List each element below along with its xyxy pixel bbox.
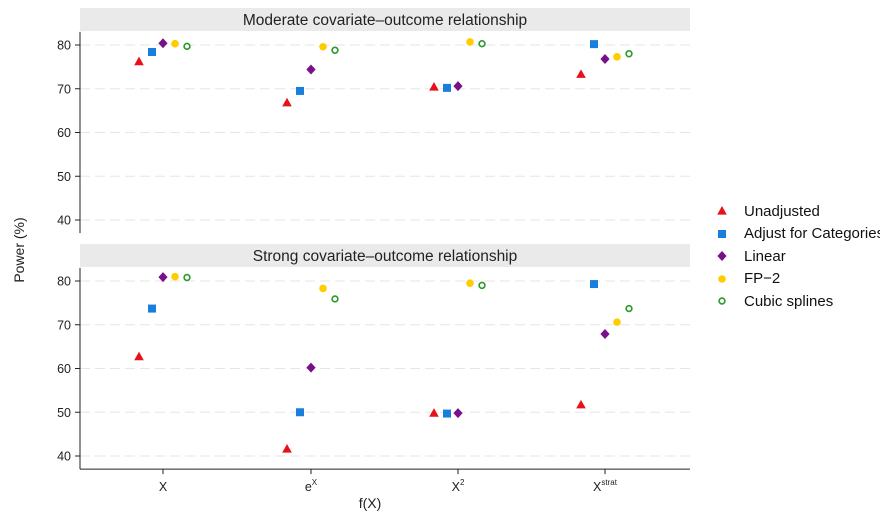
data-point [466, 38, 474, 46]
x-tick-label: eX [305, 478, 318, 494]
legend-item: FP−2 [716, 268, 880, 291]
legend-item: Unadjusted [716, 200, 880, 223]
legend-marker [718, 274, 726, 283]
x-axis-title: f(X) [359, 495, 382, 511]
data-point [613, 53, 621, 61]
legend-marker [718, 229, 726, 238]
legend-marker-shape [717, 206, 727, 215]
legend-label: Linear [744, 247, 786, 265]
data-point [306, 362, 316, 373]
panel-header [80, 244, 690, 267]
data-point [158, 38, 168, 49]
y-tick-label: 80 [57, 39, 71, 53]
legend-label: Adjust for Categories [744, 225, 880, 243]
panel-2: Strong covariate–outcome relationship 40 5… [57, 244, 690, 494]
panel-title: Strong covariate–outcome relationship [253, 248, 518, 265]
y-axis-title: Power (%) [11, 217, 27, 282]
y-tick-label: 70 [57, 318, 71, 332]
data-point [331, 295, 339, 303]
data-point [134, 351, 144, 361]
data-point [148, 304, 156, 313]
legend-item: Linear [716, 245, 880, 268]
data-point [478, 39, 486, 48]
data-point [443, 409, 451, 418]
data-point [478, 281, 486, 290]
data-point [331, 46, 339, 54]
data-point [443, 83, 451, 92]
data-point [183, 42, 191, 51]
data-point [282, 97, 292, 107]
legend-label: Unadjusted [744, 202, 820, 220]
data-point [600, 328, 610, 339]
data-point [576, 69, 586, 78]
legend-marker-shape [718, 297, 726, 305]
data-point [296, 408, 304, 417]
legend-marker-shape [718, 229, 726, 238]
data-point [296, 86, 304, 95]
data-point [148, 48, 156, 56]
data-point [466, 279, 474, 287]
legend-marker [717, 251, 727, 262]
data-point [625, 304, 633, 313]
legend-marker-shape [717, 251, 727, 262]
data-point [282, 444, 292, 453]
data-point [613, 318, 621, 326]
panel-1: Moderate covariate–outcome relationship 4… [57, 8, 690, 234]
data-point [171, 272, 179, 281]
y-tick-label: 50 [57, 406, 71, 420]
data-point [429, 408, 439, 417]
x-tick-label: Xstrat [593, 478, 618, 494]
y-tick-label: 60 [57, 126, 71, 140]
data-point [134, 56, 144, 66]
y-tick-label: 80 [57, 275, 71, 289]
chart-legend: Unadjusted Adjust for Categories Linear FP−… [716, 200, 880, 313]
data-point [453, 408, 463, 419]
panel-title: Moderate covariate–outcome relationship [243, 12, 527, 29]
y-tick-label: 40 [57, 214, 71, 228]
x-tick-label: X2 [452, 478, 465, 494]
y-tick-label: 40 [57, 450, 71, 464]
legend-marker [717, 206, 727, 215]
data-point [319, 42, 327, 51]
data-point [600, 54, 610, 64]
data-point [590, 280, 598, 289]
data-point [171, 39, 179, 48]
data-point [453, 81, 463, 92]
data-point [590, 40, 598, 49]
legend-label: Cubic splines [744, 292, 834, 310]
legend-item: Adjust for Categories [716, 223, 880, 246]
data-point [429, 82, 439, 91]
panel-header [80, 8, 690, 31]
legend-marker [718, 297, 726, 305]
legend-item: Cubic splines [716, 290, 880, 313]
data-point [158, 272, 168, 283]
y-tick-label: 70 [57, 82, 71, 96]
legend-label: FP−2 [744, 270, 781, 288]
data-point [306, 64, 316, 75]
data-point [183, 273, 191, 282]
y-tick-label: 50 [57, 170, 71, 184]
y-tick-label: 60 [57, 362, 71, 376]
data-point [576, 399, 586, 409]
data-point [319, 284, 327, 293]
x-tick-label: X [159, 480, 168, 494]
legend-marker-shape [718, 274, 726, 283]
data-point [625, 50, 633, 58]
